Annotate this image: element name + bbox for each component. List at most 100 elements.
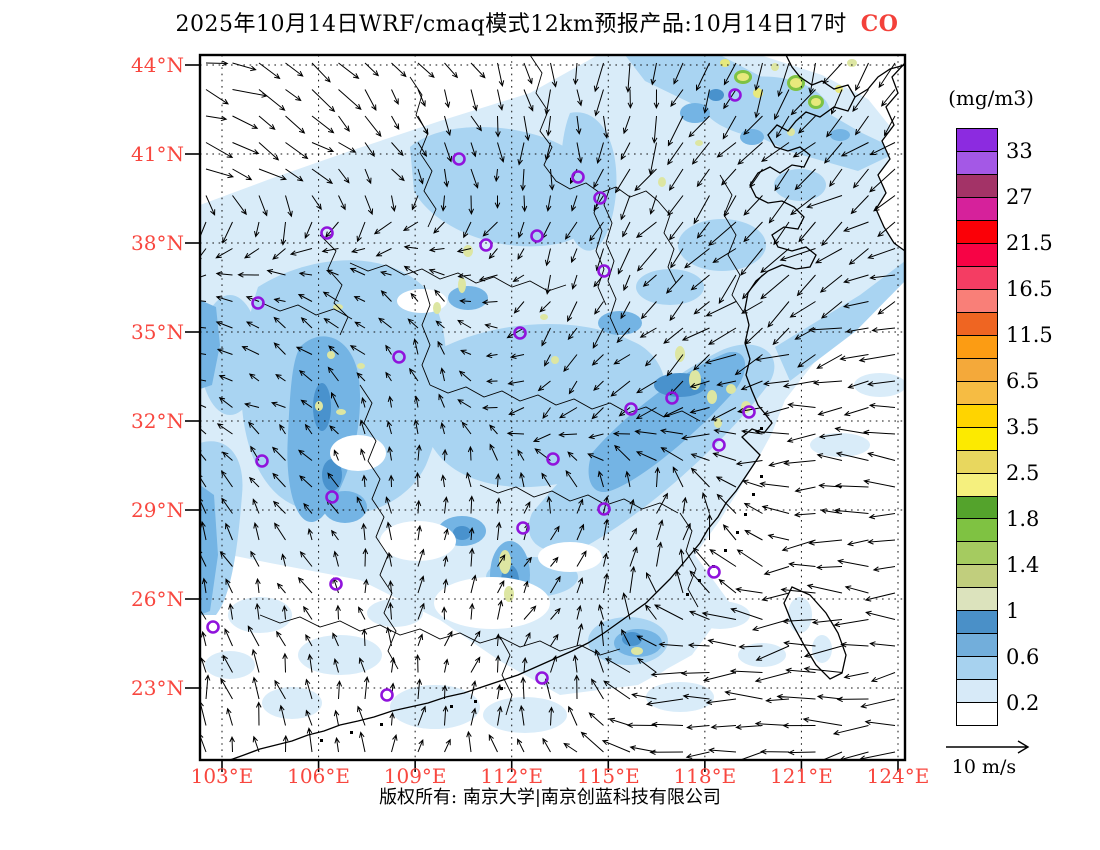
station-marker — [513, 326, 527, 340]
legend-tick-label: 33 — [1006, 139, 1033, 163]
co-hotspot — [658, 177, 666, 187]
co-hotspot — [357, 363, 365, 369]
lat-label: 35°N — [131, 320, 184, 344]
legend-tick-label: 3.5 — [1006, 415, 1040, 439]
legend-color-step — [956, 633, 998, 658]
lon-label: 118°E — [673, 764, 737, 788]
lon-label: 121°E — [770, 764, 833, 788]
legend-tick-label: 1.8 — [1006, 507, 1040, 531]
co-hotspot — [790, 78, 802, 88]
co-hotspot — [771, 63, 779, 71]
legend-tick-label: 16.5 — [1006, 277, 1053, 301]
lat-label: 26°N — [131, 587, 184, 611]
station-marker — [530, 229, 544, 243]
lon-label: 103°E — [190, 764, 254, 788]
co-hotspot — [336, 409, 346, 415]
station-marker — [665, 391, 679, 405]
lon-label: 109°E — [383, 764, 447, 788]
station-marker — [712, 438, 726, 452]
wind-reference-arrow — [946, 740, 1030, 754]
map-border — [198, 53, 907, 762]
co-hotspot — [458, 277, 466, 293]
legend-color-step — [956, 357, 998, 382]
footer-credit: 版权所有: 南京大学|南京创蓝科技有限公司 — [379, 787, 721, 808]
legend-color-step — [956, 265, 998, 290]
legend-color-step — [956, 219, 998, 244]
co-hotspot — [315, 401, 323, 411]
legend-color-step — [956, 702, 998, 727]
province-boundaries — [259, 55, 745, 716]
forecast-map-canvas — [185, 53, 907, 772]
station-marker — [597, 502, 611, 516]
legend-color-step — [956, 311, 998, 336]
legend-color-step — [956, 472, 998, 497]
lon-label: 124°E — [866, 764, 930, 788]
station-marker — [329, 577, 343, 591]
station-marker — [597, 264, 611, 278]
lon-label: 115°E — [576, 764, 640, 788]
legend-color-step — [956, 242, 998, 267]
legend-tick-label: 1 — [1006, 599, 1020, 623]
co-hotspot — [720, 59, 730, 67]
lat-label: 41°N — [131, 142, 184, 166]
co-hotspot — [847, 59, 857, 67]
legend-color-step — [956, 449, 998, 474]
legend-units: (mg/m3) — [948, 86, 1034, 110]
legend-tick-label: 27 — [1006, 185, 1033, 209]
legend-tick-label: 0.2 — [1006, 691, 1040, 715]
co-hotspot — [695, 140, 703, 146]
legend-tick-label: 21.5 — [1006, 231, 1053, 255]
co-hotspot — [737, 73, 749, 81]
station-marker — [571, 170, 585, 184]
co-hotspot — [551, 356, 559, 364]
legend-color-step — [956, 288, 998, 313]
legend-tick-label: 6.5 — [1006, 369, 1040, 393]
legend-color-step — [956, 564, 998, 589]
legend-colorbar — [956, 128, 998, 727]
co-hotspot — [811, 98, 821, 106]
legend-tick-label: 2.5 — [1006, 461, 1040, 485]
co-hotspot — [504, 586, 514, 602]
co-hotspot — [675, 346, 685, 362]
concentration-fill-layer — [200, 55, 905, 733]
station-marker — [325, 490, 339, 504]
station-marker — [535, 671, 549, 685]
lat-label: 29°N — [131, 498, 184, 522]
station-marker — [742, 405, 756, 419]
station-marker — [320, 226, 334, 240]
co-hotspot — [540, 314, 548, 320]
co-hotspot — [499, 550, 511, 574]
station-marker — [624, 402, 638, 416]
legend-color-step — [956, 426, 998, 451]
species-label: CO — [860, 11, 899, 37]
legend-color-step — [956, 380, 998, 405]
legend-color-step — [956, 495, 998, 520]
legend-color-step — [956, 173, 998, 198]
lat-label: 38°N — [131, 231, 184, 255]
station-marker — [452, 152, 466, 166]
station-marker — [593, 191, 607, 205]
legend-color-step — [956, 150, 998, 175]
co-hotspot — [726, 384, 736, 394]
page-title: 2025年10月14日WRF/cmaq模式12km预报产品:10月14日17时 C… — [0, 6, 1074, 38]
co-hotspot — [433, 302, 441, 314]
legend-color-step — [956, 518, 998, 543]
station-marker — [380, 688, 394, 702]
legend-tick-label: 1.4 — [1006, 553, 1040, 577]
co-hotspot — [463, 245, 473, 257]
co-hotspot — [787, 128, 795, 136]
lat-label: 44°N — [131, 53, 184, 77]
legend-color-step — [956, 403, 998, 428]
wind-reference-label: 10 m/s — [951, 756, 1017, 778]
station-marker — [255, 454, 269, 468]
station-marker — [251, 296, 265, 310]
station-marker-layer — [206, 88, 756, 702]
station-marker — [516, 521, 530, 535]
title-text: 2025年10月14日WRF/cmaq模式12km预报产品:10月14日17时 — [175, 12, 847, 37]
legend-color-step — [956, 196, 998, 221]
legend-color-step — [956, 587, 998, 612]
legend-tick-label: 0.6 — [1006, 645, 1040, 669]
legend-color-step — [956, 679, 998, 704]
lat-label: 32°N — [131, 409, 184, 433]
